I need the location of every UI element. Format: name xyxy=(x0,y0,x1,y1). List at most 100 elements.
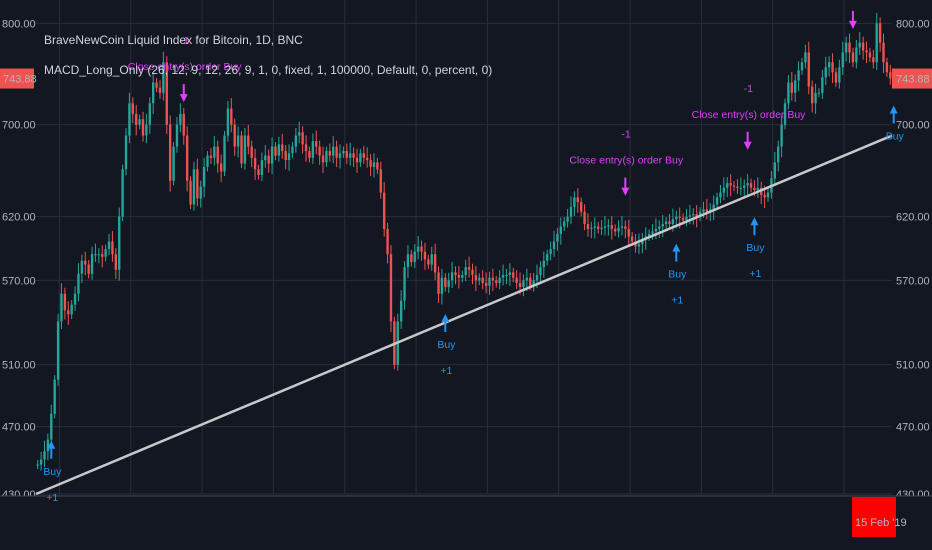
candle-body xyxy=(753,187,756,191)
candle-body xyxy=(844,42,848,53)
candle-body xyxy=(851,52,855,63)
candle-body xyxy=(675,216,678,220)
candle-body xyxy=(478,277,481,281)
candle-body xyxy=(573,197,576,207)
candle-body xyxy=(810,86,814,104)
candle-body xyxy=(366,157,369,161)
candle-body xyxy=(168,124,172,181)
candle-body xyxy=(607,225,610,227)
candle-body xyxy=(410,254,413,262)
candle-body xyxy=(70,304,73,315)
candle-body xyxy=(379,169,382,193)
candle-body xyxy=(209,155,213,158)
candle-body xyxy=(821,77,824,93)
candle-body xyxy=(647,233,651,237)
candle-body xyxy=(882,42,885,63)
y-tick-label-left: 470.00 xyxy=(2,422,36,434)
candle-body xyxy=(386,228,389,255)
buy-qty: +1 xyxy=(671,295,683,307)
candle-body xyxy=(77,273,80,294)
candle-body xyxy=(308,151,311,158)
candle-body xyxy=(454,272,457,276)
candle-body xyxy=(56,321,60,380)
candle-body xyxy=(67,310,70,315)
trend-line[interactable] xyxy=(35,134,893,496)
candle-body xyxy=(226,108,230,136)
candle-body xyxy=(563,221,566,227)
candle-body xyxy=(423,251,427,260)
candle-body xyxy=(416,246,420,252)
candle-body xyxy=(817,92,821,94)
candle-body xyxy=(831,62,834,73)
candle-body xyxy=(152,82,155,104)
candle-body xyxy=(535,275,539,281)
candle-body xyxy=(736,186,739,188)
candle-body xyxy=(121,169,124,217)
candle-body xyxy=(243,135,247,164)
candle-body xyxy=(247,135,250,147)
y-tick-label-right: 510.00 xyxy=(896,360,930,372)
candle-body xyxy=(185,135,189,181)
buy-arrow-icon xyxy=(672,243,681,262)
candle-body xyxy=(471,269,474,276)
close-arrow-icon xyxy=(743,131,752,150)
candle-body xyxy=(838,67,841,83)
candle-body xyxy=(90,254,94,274)
candle-body xyxy=(315,141,318,147)
candle-body xyxy=(488,277,491,286)
candle-body xyxy=(264,155,267,161)
candle-body xyxy=(766,192,770,198)
buy-qty: +1 xyxy=(749,268,761,280)
candle-body xyxy=(576,197,579,203)
candle-body xyxy=(430,254,433,265)
buy-arrow-icon xyxy=(441,314,450,333)
candle-body xyxy=(298,132,301,136)
candle-body xyxy=(671,219,675,224)
candle-body xyxy=(858,42,861,48)
candle-body xyxy=(294,135,298,147)
candle-body xyxy=(783,103,787,125)
candle-body xyxy=(382,192,386,229)
candle-body xyxy=(219,163,223,172)
candle-body xyxy=(580,202,583,212)
candle-body xyxy=(281,144,284,152)
candle-body xyxy=(712,204,715,210)
candle-body xyxy=(202,166,206,187)
buy-label: Buy xyxy=(886,131,905,143)
candle-body xyxy=(481,277,484,284)
candle-body xyxy=(678,216,681,218)
y-tick-label-right: 700.00 xyxy=(896,120,930,132)
candle-body xyxy=(641,238,644,245)
candle-body xyxy=(807,52,810,87)
candle-body xyxy=(590,227,593,229)
candle-body xyxy=(182,113,185,136)
candle-body xyxy=(53,379,56,414)
buy-qty: +1 xyxy=(440,365,452,377)
candle-body xyxy=(175,124,179,147)
candle-body xyxy=(824,67,827,78)
candle-body xyxy=(63,293,67,311)
candle-body xyxy=(610,225,613,229)
candle-body xyxy=(613,228,617,232)
buy-qty: +1 xyxy=(46,492,58,504)
candle-body xyxy=(620,226,624,228)
candle-body xyxy=(362,153,365,158)
candle-body xyxy=(216,146,219,164)
candle-body xyxy=(637,244,641,247)
candle-body xyxy=(878,23,882,43)
candle-body xyxy=(39,459,43,465)
candle-body xyxy=(617,227,620,232)
y-tick-label-left: 510.00 xyxy=(2,360,36,372)
candle-body xyxy=(719,192,722,198)
candle-body xyxy=(474,275,478,281)
date-badge-text: 15 Feb '19 xyxy=(855,517,907,529)
candle-body xyxy=(311,141,315,158)
candle-body xyxy=(566,216,569,222)
candle-body xyxy=(841,52,844,68)
candle-body xyxy=(233,124,236,147)
candle-body xyxy=(274,146,277,156)
candle-body xyxy=(199,186,202,199)
candle-body xyxy=(467,267,471,270)
